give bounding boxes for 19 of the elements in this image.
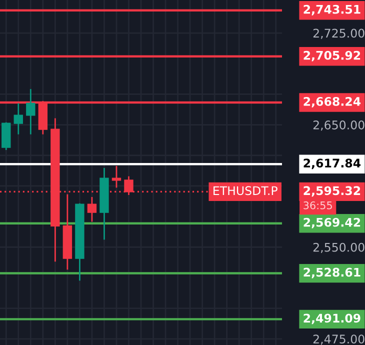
ref-line-label: 2,595.32 (304, 186, 360, 197)
ref-line-label: 2,668.24 (304, 96, 361, 108)
y-tick-label: 2,475.00 (313, 334, 364, 345)
ref-line-label: 2,569.42 (304, 218, 360, 228)
candlestick (14, 102, 23, 136)
ref-line-label: 2,743.51 (304, 4, 360, 16)
candlestick (2, 122, 11, 151)
ref-line-label: 2,705.92 (304, 50, 360, 62)
ref-line-label: 2,528.61 (304, 268, 360, 278)
ref-line-label: 2,617.84 (304, 158, 361, 170)
y-tick-label: 2,725.00 (313, 28, 364, 39)
candlestick (87, 196, 97, 222)
annotation: ETHUSDT.P (214, 186, 278, 196)
candlestick (26, 88, 36, 136)
y-tick-label: 2,650.00 (313, 120, 364, 131)
text: 36:55 (304, 201, 332, 210)
ref-line-label: 2,491.09 (304, 314, 360, 324)
y-tick-label: 2,550.00 (313, 242, 364, 253)
candlestick (112, 165, 122, 188)
